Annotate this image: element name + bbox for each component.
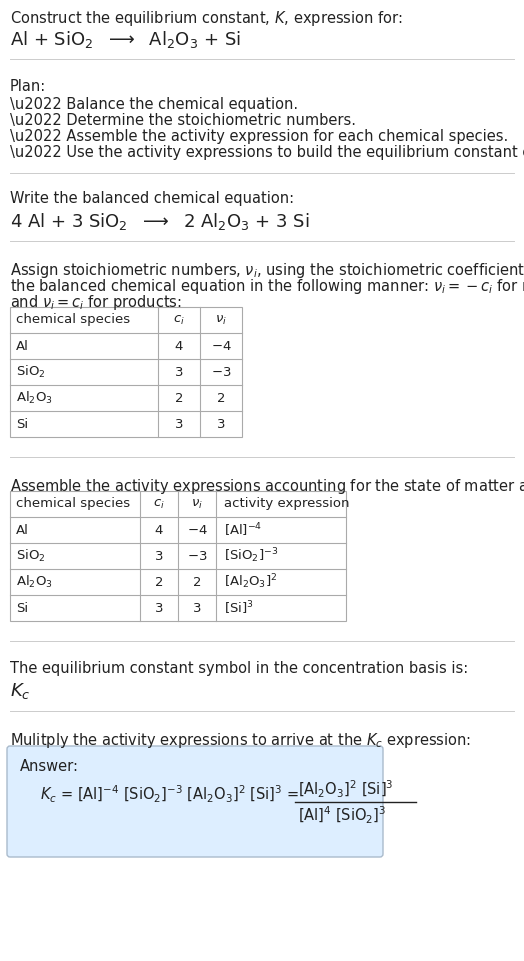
- Text: $\nu_i$: $\nu_i$: [191, 498, 203, 510]
- Bar: [10, 307, 242, 437]
- Text: 2: 2: [193, 576, 201, 588]
- Text: [Al$_2$O$_3$]$^2$ [Si]$^3$: [Al$_2$O$_3$]$^2$ [Si]$^3$: [298, 778, 394, 800]
- Text: Construct the equilibrium constant, $K$, expression for:: Construct the equilibrium constant, $K$,…: [10, 9, 402, 28]
- Text: 3: 3: [174, 365, 183, 379]
- Text: 4: 4: [155, 524, 163, 536]
- Text: 3: 3: [174, 417, 183, 431]
- Text: \u2022 Assemble the activity expression for each chemical species.: \u2022 Assemble the activity expression …: [10, 129, 508, 144]
- Text: 4 Al + 3 SiO$_2$  $\longrightarrow$  2 Al$_2$O$_3$ + 3 Si: 4 Al + 3 SiO$_2$ $\longrightarrow$ 2 Al$…: [10, 211, 310, 232]
- Text: $c_i$: $c_i$: [173, 313, 185, 327]
- Text: 3: 3: [155, 602, 163, 614]
- Text: Al: Al: [16, 524, 29, 536]
- Text: \u2022 Use the activity expressions to build the equilibrium constant expression: \u2022 Use the activity expressions to b…: [10, 145, 524, 160]
- Text: [Si]$^3$: [Si]$^3$: [224, 600, 254, 617]
- Bar: [10, 491, 346, 621]
- Text: and $\nu_i = c_i$ for products:: and $\nu_i = c_i$ for products:: [10, 293, 182, 312]
- Text: $-$4: $-$4: [187, 524, 208, 536]
- Text: 2: 2: [174, 391, 183, 405]
- Text: 3: 3: [155, 550, 163, 562]
- Text: $K_c$: $K_c$: [10, 681, 30, 701]
- Text: Assemble the activity expressions accounting for the state of matter and $\nu_i$: Assemble the activity expressions accoun…: [10, 477, 524, 496]
- Text: Si: Si: [16, 602, 28, 614]
- Text: 3: 3: [217, 417, 225, 431]
- Text: [SiO$_2$]$^{-3}$: [SiO$_2$]$^{-3}$: [224, 547, 278, 565]
- Text: Mulitply the activity expressions to arrive at the $K_c$ expression:: Mulitply the activity expressions to arr…: [10, 731, 471, 750]
- Text: $-$3: $-$3: [211, 365, 231, 379]
- Text: activity expression: activity expression: [224, 498, 350, 510]
- Text: $-$3: $-$3: [187, 550, 207, 562]
- Text: Si: Si: [16, 417, 28, 431]
- Text: Al$_2$O$_3$: Al$_2$O$_3$: [16, 390, 53, 407]
- Text: 4: 4: [175, 339, 183, 353]
- Text: chemical species: chemical species: [16, 313, 130, 327]
- Text: The equilibrium constant symbol in the concentration basis is:: The equilibrium constant symbol in the c…: [10, 661, 468, 676]
- Text: Plan:: Plan:: [10, 79, 46, 94]
- Text: [Al]$^4$ [SiO$_2$]$^3$: [Al]$^4$ [SiO$_2$]$^3$: [298, 804, 386, 825]
- Text: Write the balanced chemical equation:: Write the balanced chemical equation:: [10, 191, 294, 206]
- Text: Assign stoichiometric numbers, $\nu_i$, using the stoichiometric coefficients, $: Assign stoichiometric numbers, $\nu_i$, …: [10, 261, 524, 280]
- Text: 2: 2: [155, 576, 163, 588]
- Text: $K_c$ = [Al]$^{-4}$ [SiO$_2$]$^{-3}$ [Al$_2$O$_3$]$^2$ [Si]$^3$ =: $K_c$ = [Al]$^{-4}$ [SiO$_2$]$^{-3}$ [Al…: [40, 784, 299, 805]
- Text: [Al]$^{-4}$: [Al]$^{-4}$: [224, 521, 263, 539]
- FancyBboxPatch shape: [7, 746, 383, 857]
- Text: chemical species: chemical species: [16, 498, 130, 510]
- Text: Answer:: Answer:: [20, 759, 79, 774]
- Text: \u2022 Determine the stoichiometric numbers.: \u2022 Determine the stoichiometric numb…: [10, 113, 356, 128]
- Text: [Al$_2$O$_3$]$^2$: [Al$_2$O$_3$]$^2$: [224, 573, 277, 591]
- Text: $\nu_i$: $\nu_i$: [215, 313, 227, 327]
- Text: 2: 2: [217, 391, 225, 405]
- Text: the balanced chemical equation in the following manner: $\nu_i = -c_i$ for react: the balanced chemical equation in the fo…: [10, 277, 524, 296]
- Text: Al + SiO$_2$  $\longrightarrow$  Al$_2$O$_3$ + Si: Al + SiO$_2$ $\longrightarrow$ Al$_2$O$_…: [10, 29, 241, 50]
- Text: $-$4: $-$4: [211, 339, 232, 353]
- Text: SiO$_2$: SiO$_2$: [16, 548, 46, 564]
- Text: 3: 3: [193, 602, 201, 614]
- Text: Al: Al: [16, 339, 29, 353]
- Text: $c_i$: $c_i$: [153, 498, 165, 510]
- Text: \u2022 Balance the chemical equation.: \u2022 Balance the chemical equation.: [10, 97, 298, 112]
- Text: SiO$_2$: SiO$_2$: [16, 364, 46, 380]
- Text: Al$_2$O$_3$: Al$_2$O$_3$: [16, 574, 53, 590]
